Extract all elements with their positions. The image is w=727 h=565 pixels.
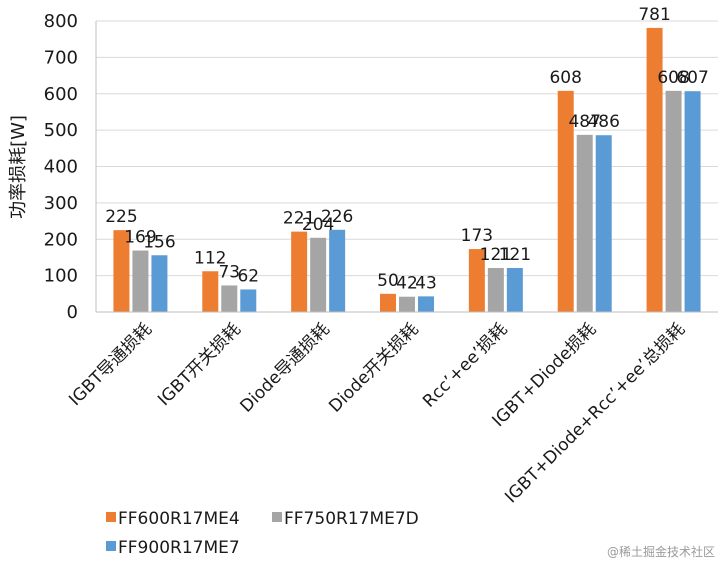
bar-ff900r17me7-6 [684,91,701,312]
y-axis-title: 功率损耗[W] [8,115,29,219]
y-tick-label: 200 [44,229,78,250]
bar-ff750r17me7d-1 [221,285,238,312]
data-labels: 2251691561127362221204226504243173121121… [105,5,709,294]
data-label: 781 [638,5,670,25]
x-category-label: IGBT开关损耗 [154,319,245,410]
x-category-label: Diode导通损耗 [236,319,333,416]
data-label: 112 [194,248,226,268]
bar-ff600r17me4-0 [113,230,130,312]
data-label: 173 [461,226,493,246]
bar-ff900r17me7-4 [506,267,523,312]
category-labels: IGBT导通损耗IGBT开关损耗Diode导通损耗Diode开关损耗Rcc’+e… [65,319,689,507]
data-label: 607 [676,68,708,88]
data-label: 225 [105,207,137,227]
y-tick-label: 600 [44,84,78,105]
legend-label: FF600R17ME4 [118,509,240,529]
y-tick-label: 800 [44,11,78,32]
data-label: 43 [415,273,437,293]
bar-ff900r17me7-3 [418,296,434,312]
legend-swatch [106,512,116,522]
bar-ff900r17me7-0 [151,255,168,312]
data-label: 608 [657,68,689,88]
bar-ff750r17me7d-2 [310,237,327,312]
bars [113,27,701,312]
bar-ff900r17me7-2 [329,229,346,312]
data-label: 226 [321,207,353,227]
data-label: 156 [143,232,175,252]
bar-ff600r17me4-5 [557,90,574,312]
bar-ff600r17me4-4 [468,249,485,312]
bar-ff900r17me7-1 [240,289,257,312]
bar-ff750r17me7d-6 [665,90,682,312]
data-label: 73 [218,262,240,282]
bar-ff750r17me7d-4 [487,267,504,312]
y-tick-label: 500 [44,120,78,141]
data-label: 608 [549,68,581,88]
legend-label: FF750R17ME7D [284,509,419,529]
x-category-label: IGBT导通损耗 [65,319,156,410]
watermark-text: @稀土掘金技术社区 [607,544,715,559]
y-tick-label: 300 [44,193,78,214]
data-label: 486 [587,112,619,132]
x-category-label: Diode开关损耗 [325,319,422,416]
data-label: 169 [124,228,156,248]
gridlines [96,20,718,277]
data-label: 50 [377,271,399,291]
bar-ff900r17me7-5 [595,135,612,312]
y-tick-labels: 0 100 200 300 400 500 600 700 800 [44,11,78,323]
data-label: 204 [302,215,334,235]
axes [95,21,718,313]
x-category-label: Rcc’+ee’损耗 [419,319,511,411]
y-tick-label: 0 [67,302,78,323]
legend-swatch [272,512,282,522]
data-label: 121 [499,245,531,265]
bar-ff600r17me4-3 [380,293,396,312]
bar-ff600r17me4-1 [202,271,219,312]
bar-ff750r17me7d-5 [576,134,593,312]
legend-swatch [106,541,116,551]
x-category-label: IGBT+Diode+Rcc’+ee’总损耗 [501,319,689,507]
y-tick-label: 700 [44,47,78,68]
bar-ff750r17me7d-3 [399,296,415,312]
y-tick-label: 100 [44,266,78,287]
y-tick-label: 400 [44,157,78,178]
data-label: 487 [568,112,600,132]
data-label: 121 [480,245,512,265]
data-label: 221 [283,209,315,229]
legend: FF600R17ME4 FF750R17ME7D FF900R17ME7 [106,509,419,558]
data-label: 62 [237,266,259,286]
data-label: 42 [396,274,418,294]
legend-label: FF900R17ME7 [118,538,240,558]
bar-ff750r17me7d-0 [132,250,149,312]
bar-ff600r17me4-2 [291,231,308,312]
bar-ff600r17me4-6 [646,27,663,312]
